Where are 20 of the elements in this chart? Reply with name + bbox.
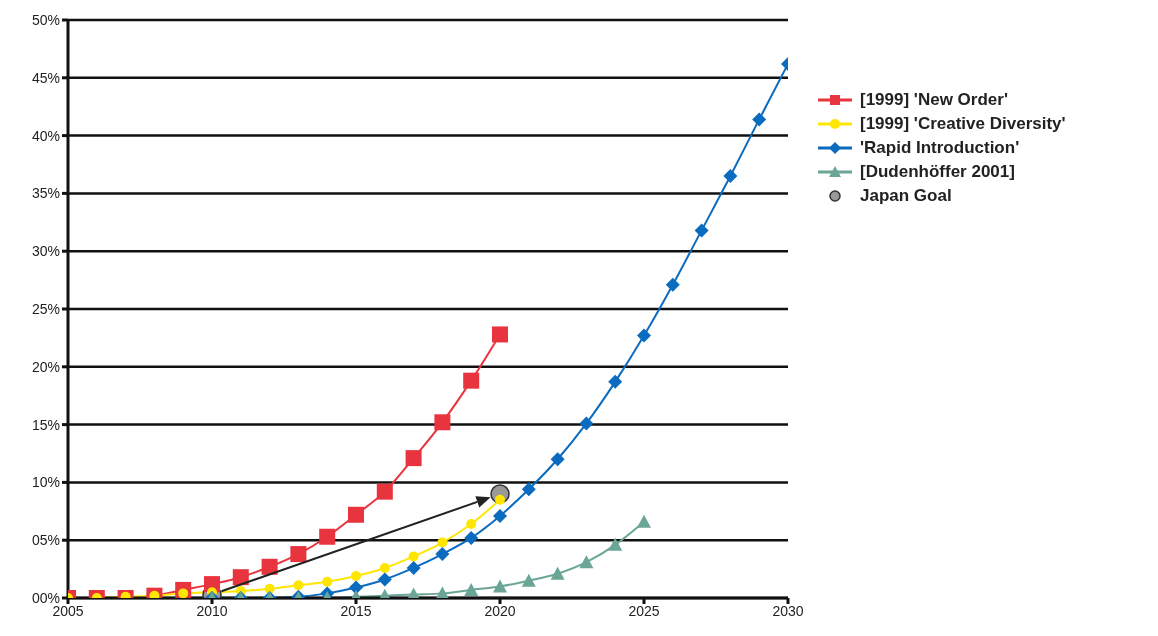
y-tick-label: 40%: [31, 127, 60, 144]
legend-label: 'Rapid Introduction': [860, 138, 1020, 158]
x-tick-label: 2020: [484, 602, 516, 619]
legend-label: [1999] 'Creative Diversity': [860, 114, 1066, 134]
y-tick-label: 20%: [31, 358, 60, 375]
legend-label: Japan Goal: [860, 186, 952, 206]
legend-label: [Dudenhöffer 2001]: [860, 162, 1015, 182]
y-tick-label: 25%: [31, 300, 60, 317]
y-tick-label: 05%: [31, 532, 60, 549]
x-tick-label: 2030: [772, 602, 804, 619]
x-tick-label: 2010: [196, 602, 228, 619]
y-tick-label: 30%: [31, 243, 60, 260]
y-tick-label: 15%: [31, 416, 60, 433]
legend-label: [1999] 'New Order': [860, 90, 1008, 110]
y-tick-label: 35%: [31, 185, 60, 202]
y-tick-label: 45%: [31, 69, 60, 86]
y-tick-label: 10%: [31, 474, 60, 491]
x-tick-label: 2015: [340, 602, 372, 619]
x-tick-label: 2025: [628, 602, 660, 619]
y-tick-label: 50%: [31, 11, 60, 28]
